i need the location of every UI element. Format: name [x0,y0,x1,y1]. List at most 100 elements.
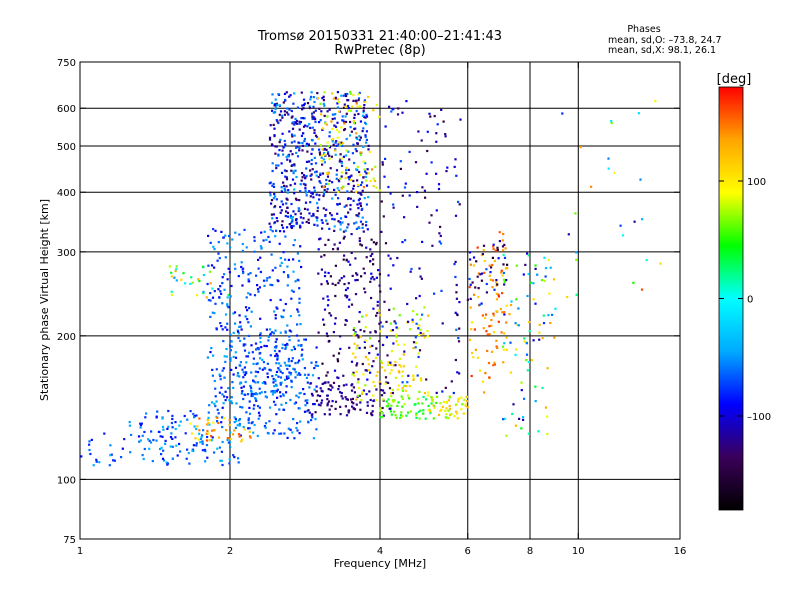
data-point [364,135,367,138]
data-point [220,450,223,453]
data-point [294,121,297,124]
data-point [292,258,295,261]
data-point [232,386,235,389]
data-point [416,313,419,316]
data-point [334,153,337,156]
data-point [284,98,287,102]
data-point [364,162,367,165]
data-point [355,221,358,224]
data-point [276,220,279,223]
data-point [357,191,360,194]
data-point [524,263,527,266]
data-point [641,218,644,221]
data-point [575,251,578,254]
data-point [339,228,342,231]
data-point [284,189,287,192]
data-point [371,404,374,407]
data-point [338,177,342,180]
data-point [450,413,453,416]
data-point [332,248,335,251]
data-point [213,266,216,269]
data-point [331,181,334,184]
data-point [526,294,529,298]
data-point [148,439,151,442]
data-point [340,171,343,174]
data-point [229,431,232,434]
data-point [360,275,363,278]
data-point [367,363,370,366]
data-point [315,385,318,388]
data-point [319,404,322,407]
data-point [280,261,283,264]
data-point [301,117,305,120]
data-point [304,189,307,192]
data-point [196,425,199,428]
data-point [330,214,333,217]
data-point [633,220,636,223]
data-point [488,325,491,328]
data-point [325,332,328,335]
data-point [229,438,233,441]
data-point [242,397,245,401]
data-point [363,340,366,343]
data-point [284,143,287,146]
colorbar-tick-label: –100 [747,412,771,423]
data-point [369,179,372,183]
y-tick-label: 75 [63,535,76,546]
data-point [88,440,91,443]
data-point [213,248,216,251]
data-point [538,331,541,334]
data-point [281,316,284,319]
data-point [286,191,289,194]
data-point [336,248,339,251]
data-point [361,189,364,192]
data-point [390,413,393,416]
data-point [358,320,361,323]
data-point [502,271,505,275]
data-point [142,457,145,461]
data-point [286,436,289,439]
data-point [268,240,271,243]
data-point [488,333,491,336]
data-point [325,374,328,377]
data-point [340,164,344,167]
data-point [247,334,251,337]
data-point [247,417,250,420]
data-point [336,136,339,139]
data-point [230,368,233,371]
data-point [335,169,339,172]
data-point [607,167,610,170]
data-point [311,126,314,129]
data-point [332,354,335,357]
data-point [303,367,306,370]
data-point [162,459,166,462]
data-point [264,422,268,425]
data-point [401,375,404,378]
data-point [369,248,372,251]
data-point [534,385,537,388]
data-point [278,149,281,152]
data-point [392,342,395,345]
data-point [272,185,276,188]
data-point [224,390,227,393]
data-point [270,253,273,256]
data-point [258,387,261,390]
data-point [228,234,231,238]
data-point [502,348,505,351]
data-point [236,424,239,427]
data-point [129,451,132,454]
data-point [413,403,416,406]
data-point [289,160,292,163]
data-point [269,225,272,228]
data-point [254,370,257,373]
data-point [395,340,398,343]
data-point [346,92,349,96]
data-point [334,125,338,128]
data-point [257,346,260,350]
data-point [347,109,350,112]
data-point [389,287,392,290]
data-point [339,143,342,146]
data-point [339,347,342,350]
